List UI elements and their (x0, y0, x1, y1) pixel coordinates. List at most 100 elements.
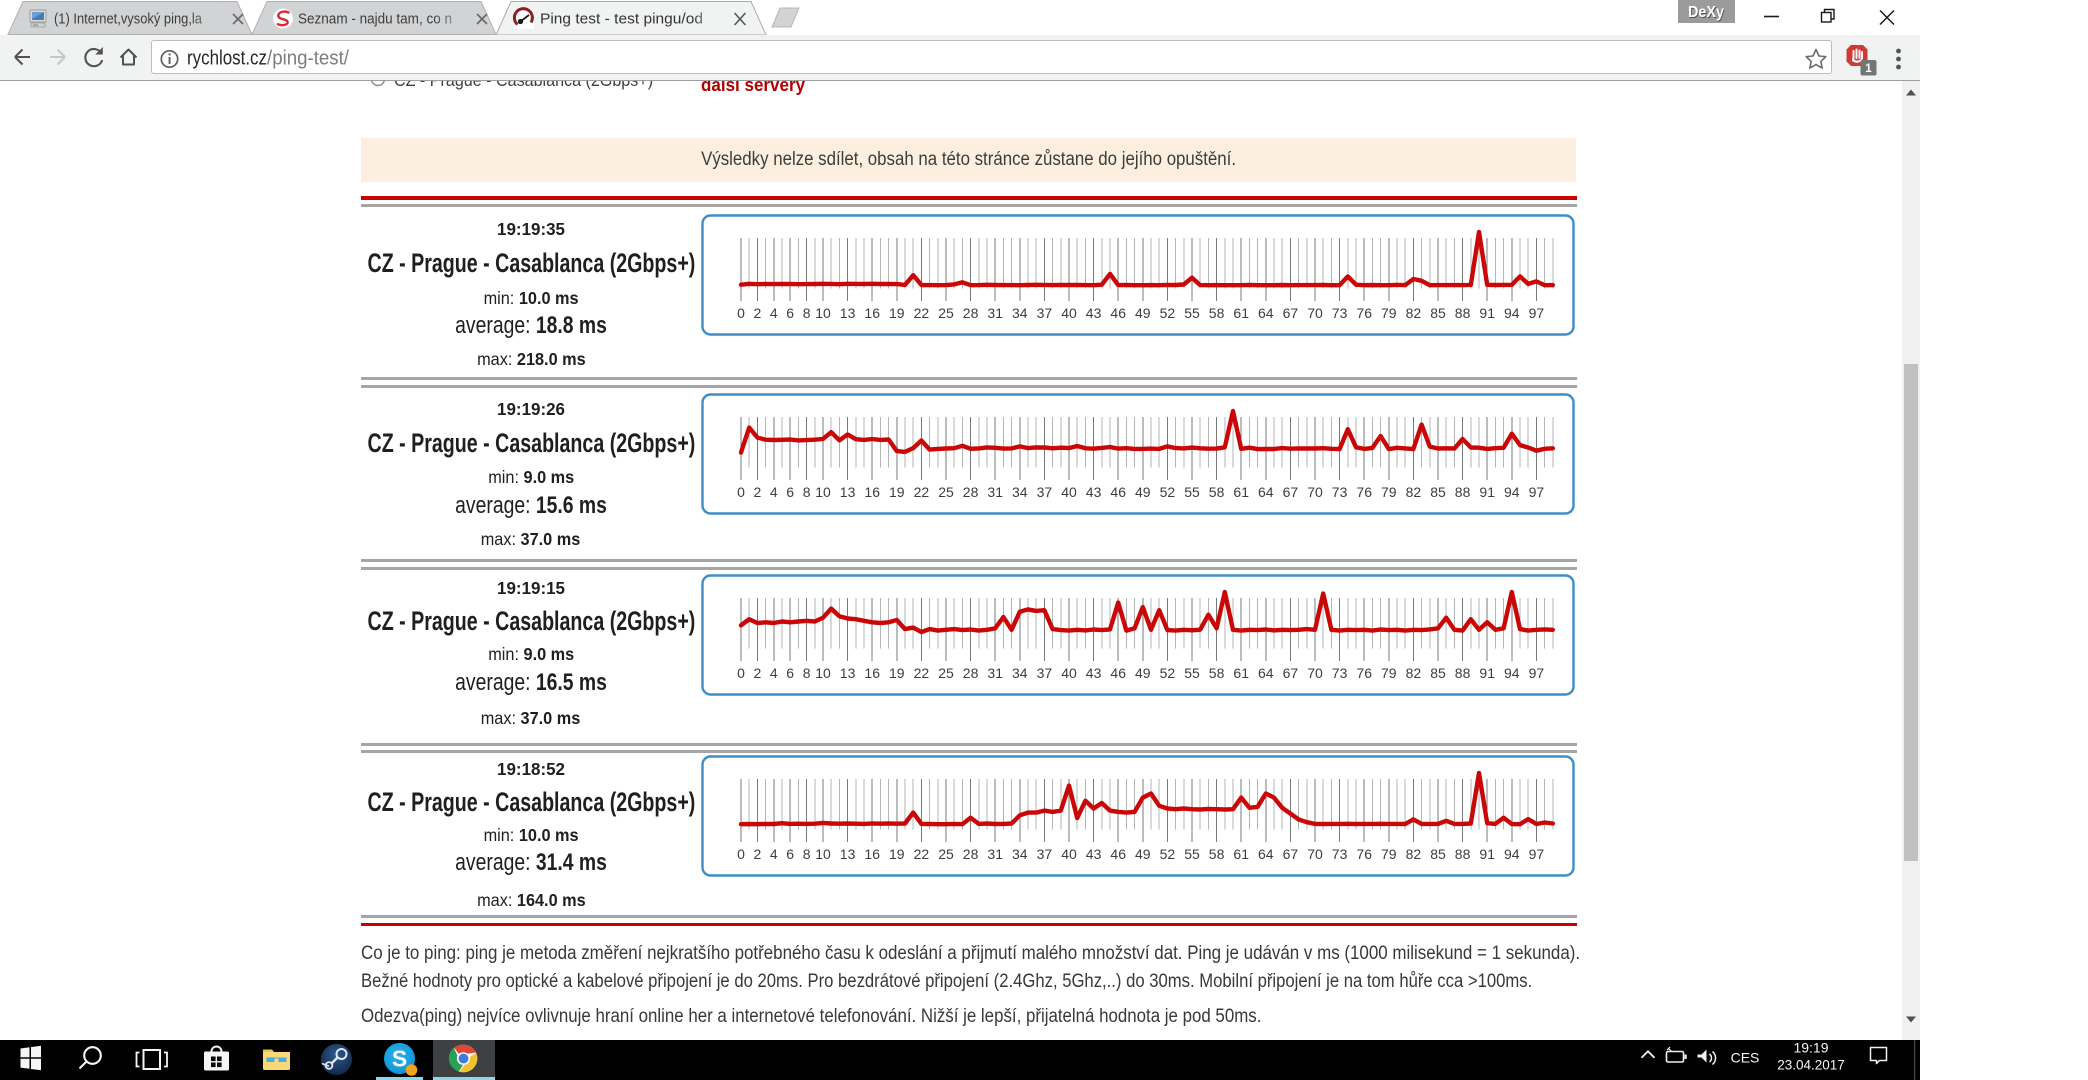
svg-text:0: 0 (737, 484, 745, 500)
svg-text:64: 64 (1258, 846, 1274, 862)
svg-text:94: 94 (1504, 665, 1520, 681)
svg-text:10: 10 (815, 484, 831, 500)
svg-text:58: 58 (1209, 305, 1225, 321)
svg-text:28: 28 (963, 484, 979, 500)
svg-text:22: 22 (914, 484, 930, 500)
svg-text:34: 34 (1012, 305, 1028, 321)
svg-text:25: 25 (938, 305, 954, 321)
svg-text:40: 40 (1061, 665, 1077, 681)
svg-text:13: 13 (840, 846, 856, 862)
svg-text:79: 79 (1381, 484, 1397, 500)
svg-text:43: 43 (1086, 846, 1102, 862)
svg-text:52: 52 (1160, 665, 1176, 681)
svg-text:6: 6 (786, 665, 794, 681)
svg-text:82: 82 (1406, 484, 1422, 500)
svg-text:0: 0 (737, 305, 745, 321)
svg-text:Ping test - test pingu/od: Ping test - test pingu/od (540, 11, 703, 28)
svg-text:61: 61 (1233, 305, 1249, 321)
svg-text:76: 76 (1356, 665, 1372, 681)
svg-text:82: 82 (1406, 305, 1422, 321)
svg-text:16: 16 (864, 846, 880, 862)
svg-text:43: 43 (1086, 484, 1102, 500)
svg-text:85: 85 (1430, 484, 1446, 500)
svg-text:97: 97 (1529, 665, 1545, 681)
svg-text:10: 10 (815, 665, 831, 681)
svg-text:4: 4 (770, 846, 778, 862)
svg-text:91: 91 (1479, 305, 1495, 321)
svg-text:73: 73 (1332, 846, 1348, 862)
svg-text:Seznam - najdu tam, co n: Seznam - najdu tam, co n (298, 11, 452, 28)
svg-text:2: 2 (754, 665, 762, 681)
svg-text:91: 91 (1479, 665, 1495, 681)
svg-text:79: 79 (1381, 846, 1397, 862)
svg-text:6: 6 (786, 305, 794, 321)
svg-text:79: 79 (1381, 665, 1397, 681)
svg-text:16: 16 (864, 484, 880, 500)
svg-text:34: 34 (1012, 484, 1028, 500)
svg-text:55: 55 (1184, 305, 1200, 321)
svg-text:64: 64 (1258, 484, 1274, 500)
svg-text:97: 97 (1529, 305, 1545, 321)
svg-text:16: 16 (864, 665, 880, 681)
svg-text:58: 58 (1209, 665, 1225, 681)
svg-text:22: 22 (914, 846, 930, 862)
svg-text:46: 46 (1110, 305, 1126, 321)
svg-text:46: 46 (1110, 846, 1126, 862)
svg-text:19: 19 (889, 846, 905, 862)
svg-text:73: 73 (1332, 305, 1348, 321)
svg-text:85: 85 (1430, 846, 1446, 862)
svg-text:46: 46 (1110, 484, 1126, 500)
svg-text:31: 31 (987, 665, 1003, 681)
svg-text:88: 88 (1455, 846, 1471, 862)
svg-text:31: 31 (987, 305, 1003, 321)
svg-text:31: 31 (987, 484, 1003, 500)
svg-text:37: 37 (1037, 484, 1053, 500)
svg-text:88: 88 (1455, 665, 1471, 681)
svg-text:67: 67 (1283, 846, 1299, 862)
svg-text:70: 70 (1307, 305, 1323, 321)
svg-text:88: 88 (1455, 484, 1471, 500)
svg-text:22: 22 (914, 305, 930, 321)
svg-text:25: 25 (938, 846, 954, 862)
svg-text:52: 52 (1160, 484, 1176, 500)
svg-text:37: 37 (1037, 846, 1053, 862)
svg-text:8: 8 (803, 305, 811, 321)
svg-text:55: 55 (1184, 484, 1200, 500)
svg-text:82: 82 (1406, 665, 1422, 681)
svg-text:2: 2 (754, 305, 762, 321)
svg-text:88: 88 (1455, 305, 1471, 321)
svg-text:10: 10 (815, 846, 831, 862)
svg-text:73: 73 (1332, 484, 1348, 500)
svg-text:79: 79 (1381, 305, 1397, 321)
svg-text:31: 31 (987, 846, 1003, 862)
svg-text:40: 40 (1061, 846, 1077, 862)
svg-text:4: 4 (770, 305, 778, 321)
svg-text:94: 94 (1504, 484, 1520, 500)
svg-text:97: 97 (1529, 846, 1545, 862)
svg-text:13: 13 (840, 665, 856, 681)
svg-text:rychlost.cz/ping-test/: rychlost.cz/ping-test/ (187, 48, 349, 70)
svg-text:67: 67 (1283, 665, 1299, 681)
svg-text:DeXy: DeXy (1689, 5, 1725, 22)
svg-text:CES: CES (1731, 1050, 1760, 1066)
svg-text:70: 70 (1307, 665, 1323, 681)
svg-text:37: 37 (1037, 305, 1053, 321)
svg-text:13: 13 (840, 484, 856, 500)
svg-text:40: 40 (1061, 484, 1077, 500)
svg-text:DeXy: DeXy (1688, 4, 1724, 21)
svg-text:28: 28 (963, 665, 979, 681)
svg-text:28: 28 (963, 305, 979, 321)
svg-text:8: 8 (803, 846, 811, 862)
svg-text:4: 4 (770, 484, 778, 500)
svg-text:8: 8 (803, 665, 811, 681)
svg-text:16: 16 (864, 305, 880, 321)
svg-text:73: 73 (1332, 665, 1348, 681)
svg-text:55: 55 (1184, 846, 1200, 862)
svg-text:28: 28 (963, 846, 979, 862)
svg-text:55: 55 (1184, 665, 1200, 681)
svg-text:25: 25 (938, 484, 954, 500)
svg-text:22: 22 (914, 665, 930, 681)
svg-text:91: 91 (1479, 846, 1495, 862)
svg-text:34: 34 (1012, 846, 1028, 862)
svg-text:(1) Internet,vysoký ping,la: (1) Internet,vysoký ping,la (54, 11, 203, 28)
